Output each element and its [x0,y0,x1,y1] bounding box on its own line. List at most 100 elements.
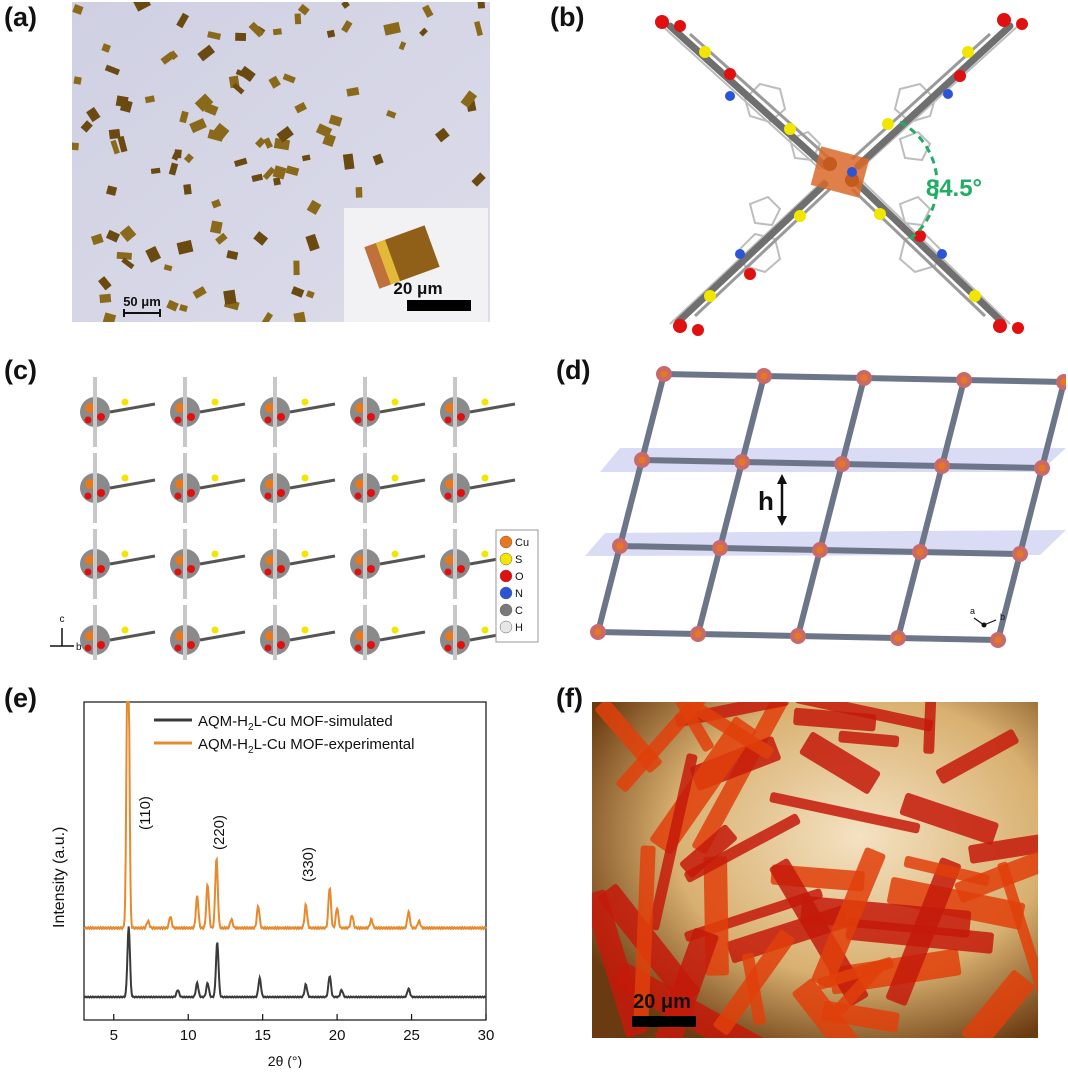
linker [199,402,246,414]
panel-label-b: (b) [550,2,585,32]
crystal [398,41,407,51]
legend-label-cu: Cu [515,537,529,549]
crystal [326,29,336,38]
o-atom [187,413,195,421]
legend-label-simulated: AQM-H2L-Cu MOF-simulated [198,713,393,733]
crystal [235,32,247,41]
framework-edge [795,549,823,637]
y-axis-label: Intensity (a.u.) [51,827,68,928]
s-atom [211,626,219,634]
crystal [168,50,179,61]
crystal [385,109,397,119]
needle-crystal [935,729,1019,784]
legend-dot-s [499,552,513,566]
crystal [273,137,291,151]
framework-node-core [916,548,924,556]
crystal [194,93,214,112]
s-atom [301,398,309,406]
legend-label-n: N [515,588,523,600]
o-atom [174,644,182,652]
pxrd-chart-e: 5 10 15 20 25 30 Intensity (a.u.) 2θ (°) AQM-… [0,690,540,1069]
crystal [183,183,192,195]
o-atom [444,492,452,500]
crystal [262,166,276,181]
framework-edge [841,461,943,469]
s-atom [121,626,129,634]
scale-bar-f [632,1016,696,1027]
o-atom [367,641,375,649]
framework-node-core [994,636,1002,644]
s-atom [391,550,399,558]
x-tick-label: 25 [403,1027,420,1044]
legend-dot-h [499,620,513,634]
o-atom [277,641,285,649]
framework-edge [619,543,721,551]
crystal [306,199,322,215]
cu-atom [265,403,275,413]
crystal [117,135,128,153]
s-atom [211,474,219,482]
o-atom [187,641,195,649]
o-atom [457,413,465,421]
x-tick-label: 5 [110,1027,118,1044]
series-line-1 [83,701,487,931]
crystal [434,127,450,143]
framework-node-core [660,370,668,378]
crystal [272,165,287,180]
s-atom [301,626,309,634]
framework-edge [839,377,867,465]
cu-atom [85,555,95,565]
crystal [166,299,179,312]
o-atom [174,416,182,424]
crystal [90,233,104,246]
crystal [86,107,101,123]
needle-crystal [680,824,737,878]
linker [289,478,336,490]
x-tick-label: 15 [254,1027,271,1044]
crystal [322,133,336,148]
crystal [341,0,350,9]
framework-edge [663,371,765,379]
inset-scale-bar-a [407,300,471,311]
crystal [273,177,281,186]
peak-label-330: (330) [300,847,317,882]
needle-crystal [799,732,881,794]
s-atom [391,398,399,406]
cu-atom [445,403,455,413]
needle-crystal [899,793,999,845]
crystal [132,0,152,12]
crystal [474,20,483,37]
linker [289,554,336,566]
crystal [101,43,111,53]
framework-node-core [760,372,768,380]
needle-crystal [845,918,994,954]
spacing-label-d: h [758,486,774,516]
o-atom [174,492,182,500]
cu-atom [175,555,185,565]
linker [289,402,336,414]
structure-diagram-b: 84.5° [655,13,1028,336]
framework-edge [819,547,921,555]
crystal [197,44,216,62]
s-atom [481,550,489,558]
linker [109,630,156,642]
crystal [106,185,118,196]
crystal [171,152,180,161]
needle-crystal [817,957,894,990]
linker [379,554,426,566]
cu-atom [355,555,365,565]
needle-crystal [741,952,766,1026]
o-atom [367,565,375,573]
crystal [305,233,320,252]
needle-crystal [769,858,869,1006]
needle-crystal [595,699,662,773]
plot-frame [83,701,487,1021]
legend-label-s: S [515,554,522,566]
crystal [422,4,434,18]
peak-label-220: (220) [211,815,228,850]
o-atom [97,565,105,573]
framework-edge [797,633,899,641]
framework-edge [617,459,645,547]
crystal [294,102,308,114]
series-line-0 [83,926,487,999]
